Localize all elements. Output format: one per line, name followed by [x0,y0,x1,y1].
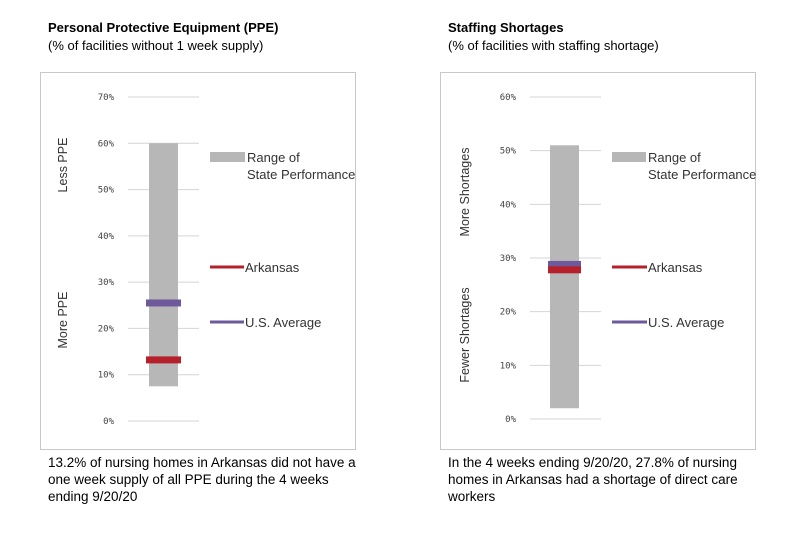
legend-arkansas-label: Arkansas [245,260,300,275]
staffing-range-chart: 0% 10% 20% 30% 40% 50% 60% Range of State Perfor… [458,93,756,425]
side-label-bottom: More PPE [56,292,70,349]
side-label-top: Less PPE [56,138,70,193]
staffing-chart-panel: Staffing Shortages (% of facilities with… [400,0,800,534]
y-tick-label: 70% [98,93,115,103]
ppe-range-chart: 0% 10% 20% 30% 40% 50% 60% 70% Range of State Per… [56,93,355,427]
chart-subtitle: (% of facilities without 1 week supply) [48,38,264,53]
y-tick-label: 30% [500,254,517,264]
legend-range-label: Range of [648,150,701,165]
chart-title: Staffing Shortages [448,20,564,35]
chart-caption: 13.2% of nursing homes in Arkansas did n… [48,455,356,504]
chart-subtitle: (% of facilities with staffing shortage) [448,38,659,53]
side-label-bottom: Fewer Shortages [458,287,472,382]
range-bar [550,145,579,409]
legend-range-label: State Performance [648,167,756,182]
legend-range-label: Range of [247,150,300,165]
arkansas-marker [548,266,581,274]
chart-caption: In the 4 weeks ending 9/20/20, 27.8% of … [448,455,738,504]
y-tick-label: 10% [500,361,517,371]
legend-arkansas-label: Arkansas [648,260,703,275]
legend-range-label: State Performance [247,167,355,182]
legend-us-average-label: U.S. Average [245,315,321,330]
legend-range-swatch [210,152,245,162]
y-tick-label: 40% [98,232,115,242]
y-tick-label: 0% [103,417,114,427]
y-tick-label: 0% [505,415,516,425]
us-average-marker [548,260,581,268]
legend-us-average-label: U.S. Average [648,315,724,330]
y-tick-label: 20% [500,308,517,318]
legend-range-swatch [612,152,646,162]
y-tick-label: 60% [98,139,115,149]
arkansas-marker [146,356,181,364]
y-tick-label: 20% [98,324,115,334]
y-tick-label: 50% [500,147,517,157]
us-average-marker [146,299,181,307]
side-label-top: More Shortages [458,148,472,237]
y-tick-label: 40% [500,200,517,210]
y-tick-label: 10% [98,371,115,381]
range-bar [149,143,178,387]
ppe-chart-panel: Personal Protective Equipment (PPE) (% o… [40,20,356,504]
y-tick-label: 50% [98,186,115,196]
y-tick-label: 30% [98,278,115,288]
plot-area [440,72,756,450]
chart-title: Personal Protective Equipment (PPE) [48,20,279,35]
plot-area [40,72,356,450]
y-tick-label: 60% [500,93,517,103]
